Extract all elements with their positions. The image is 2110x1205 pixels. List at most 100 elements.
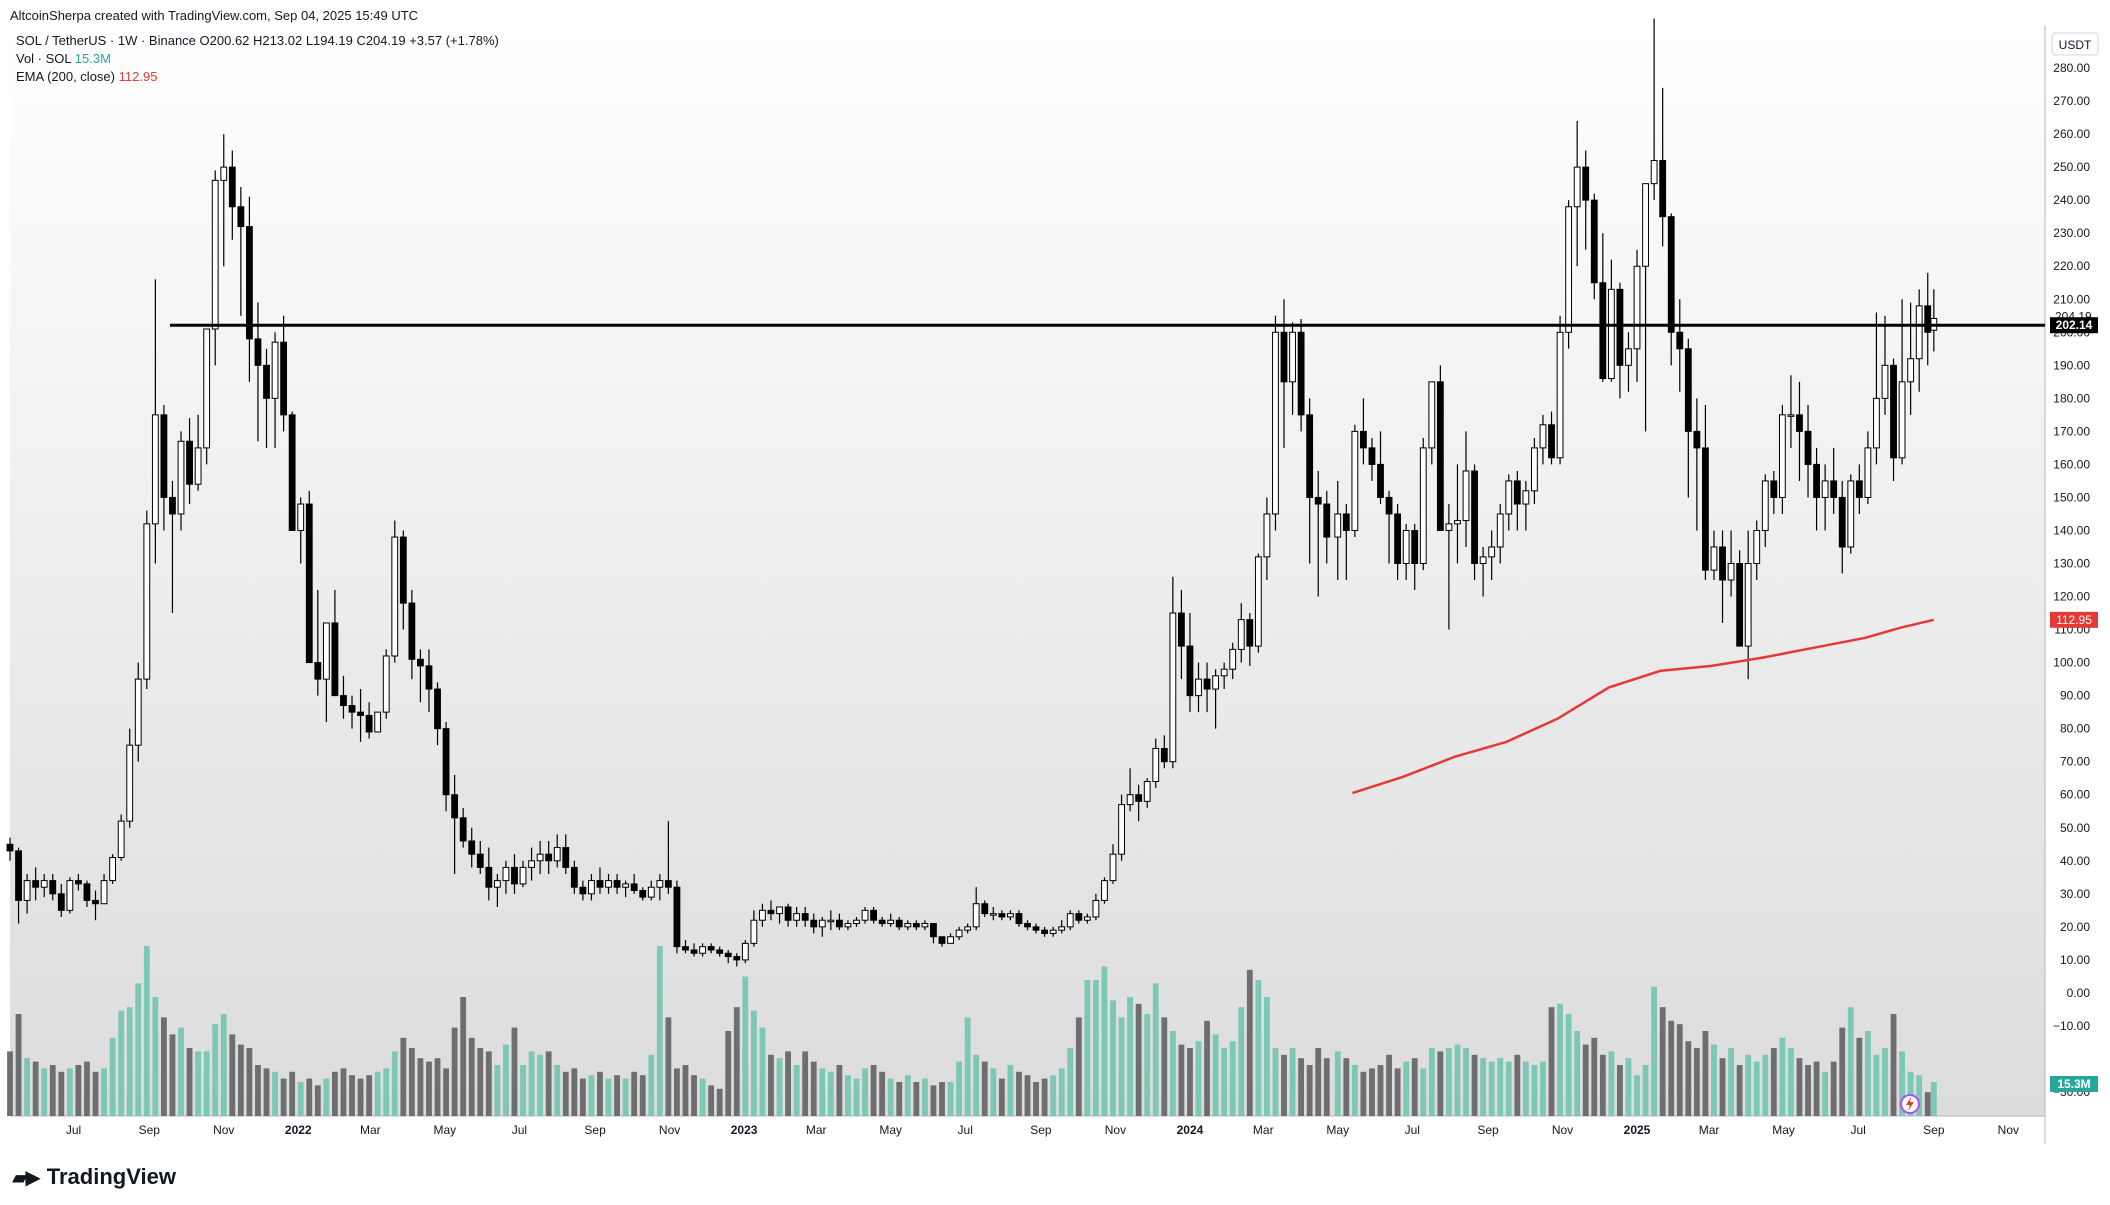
candle (1101, 877, 1108, 904)
legend-ema-row[interactable]: EMA (200, close) 112.95 (16, 68, 499, 86)
candle (1471, 464, 1478, 581)
candle-body (1118, 804, 1125, 855)
volume-bar (383, 1068, 390, 1116)
volume-bar (1822, 1071, 1829, 1116)
candle (211, 170, 219, 366)
candle-body (194, 447, 202, 485)
candle-body (246, 226, 253, 340)
candle-body (682, 946, 689, 951)
candle-body (220, 166, 228, 181)
volume-bar (24, 1058, 31, 1116)
volume-bar (904, 1075, 911, 1116)
price-tick-label: 260.00 (2053, 127, 2090, 141)
replay-icon[interactable] (1900, 1094, 1920, 1114)
candle (1058, 920, 1066, 934)
candle (1402, 523, 1410, 581)
candle (305, 490, 313, 664)
currency-label[interactable]: USDT (2051, 32, 2099, 56)
tradingview-logo[interactable]: ▰▶ TradingView (12, 1164, 176, 1190)
volume-bar (1298, 1058, 1305, 1116)
candle (921, 920, 929, 931)
candle-body (707, 946, 715, 951)
legend-volume-row[interactable]: Vol · SOL 15.3M (16, 50, 499, 68)
candle (1254, 553, 1262, 653)
candle-body (1838, 496, 1846, 548)
volume-bar (1067, 1048, 1074, 1116)
candle (904, 920, 912, 931)
candle-body (1650, 160, 1658, 185)
candle-body (1573, 166, 1581, 208)
candle (682, 940, 689, 954)
volume-bar (101, 1068, 107, 1116)
candle (246, 196, 253, 382)
candle (1272, 315, 1279, 531)
candle-body (117, 820, 125, 858)
volume-bar (1830, 1061, 1837, 1116)
candle-body (972, 903, 980, 928)
price-tick-label: 40.00 (2060, 854, 2090, 868)
candle-body (74, 880, 82, 885)
candle-body (1462, 470, 1470, 522)
candle (151, 279, 159, 564)
ema-line (1352, 618, 1935, 795)
volume-bar (1668, 1020, 1675, 1116)
volume-bar (1204, 1020, 1210, 1116)
candle (1306, 398, 1314, 564)
candle-body (1212, 675, 1220, 690)
candle-body (92, 899, 99, 905)
candle (562, 834, 570, 874)
volume-bar (1075, 1017, 1082, 1116)
volume-bar (887, 1078, 894, 1116)
candle-body (998, 913, 1006, 918)
candle (964, 923, 972, 934)
candle-body (66, 880, 74, 911)
price-tick-label: 20.00 (2060, 920, 2090, 934)
volume-bar (1127, 997, 1134, 1116)
candle (57, 883, 65, 917)
candle-body (1436, 381, 1444, 531)
volume-bar (537, 1054, 544, 1116)
candle-body (1066, 913, 1074, 928)
legend-symbol-row[interactable]: SOL / TetherUS · 1W · Binance O200.62 H2… (16, 32, 499, 50)
candle-body (15, 850, 22, 901)
candle (912, 920, 920, 931)
candle-body (870, 909, 877, 921)
volume-bar (1890, 1014, 1897, 1116)
candle (468, 827, 476, 868)
volume-bar (434, 1058, 441, 1116)
candle-body (1041, 929, 1049, 934)
volume-bar (956, 1061, 963, 1116)
candle-body (1479, 556, 1487, 564)
candle (1607, 259, 1615, 382)
price-tick-label: 170.00 (2053, 424, 2090, 438)
candle-body (160, 414, 168, 498)
volume-bar (964, 1017, 971, 1116)
candle-body (502, 866, 510, 882)
candle-body (365, 714, 373, 733)
candle (818, 916, 826, 937)
volume-bar (1463, 1048, 1469, 1116)
price-tick-label: 50.00 (2060, 821, 2090, 835)
volume-bar (195, 1051, 202, 1116)
ohlc-low: L194.19 (305, 33, 353, 48)
volume-bar (58, 1071, 65, 1116)
time-tick-label: Nov (213, 1123, 234, 1137)
candle-body (1306, 414, 1314, 498)
volume-bar (1770, 1048, 1777, 1116)
volume-bar (314, 1085, 321, 1116)
candle-body (485, 866, 493, 888)
candle (553, 834, 561, 868)
volume-bar (1574, 1031, 1581, 1116)
candle-body (1280, 331, 1288, 383)
volume-bar (1446, 1048, 1452, 1116)
candle-body (776, 906, 783, 915)
candle (1616, 282, 1624, 399)
volume-bar (1178, 1044, 1185, 1116)
candle (143, 510, 151, 690)
candle (699, 943, 706, 957)
candle (741, 940, 749, 964)
price-tick-label: 210.00 (2053, 292, 2090, 306)
candle (1881, 315, 1889, 415)
candle-body (1873, 397, 1880, 449)
